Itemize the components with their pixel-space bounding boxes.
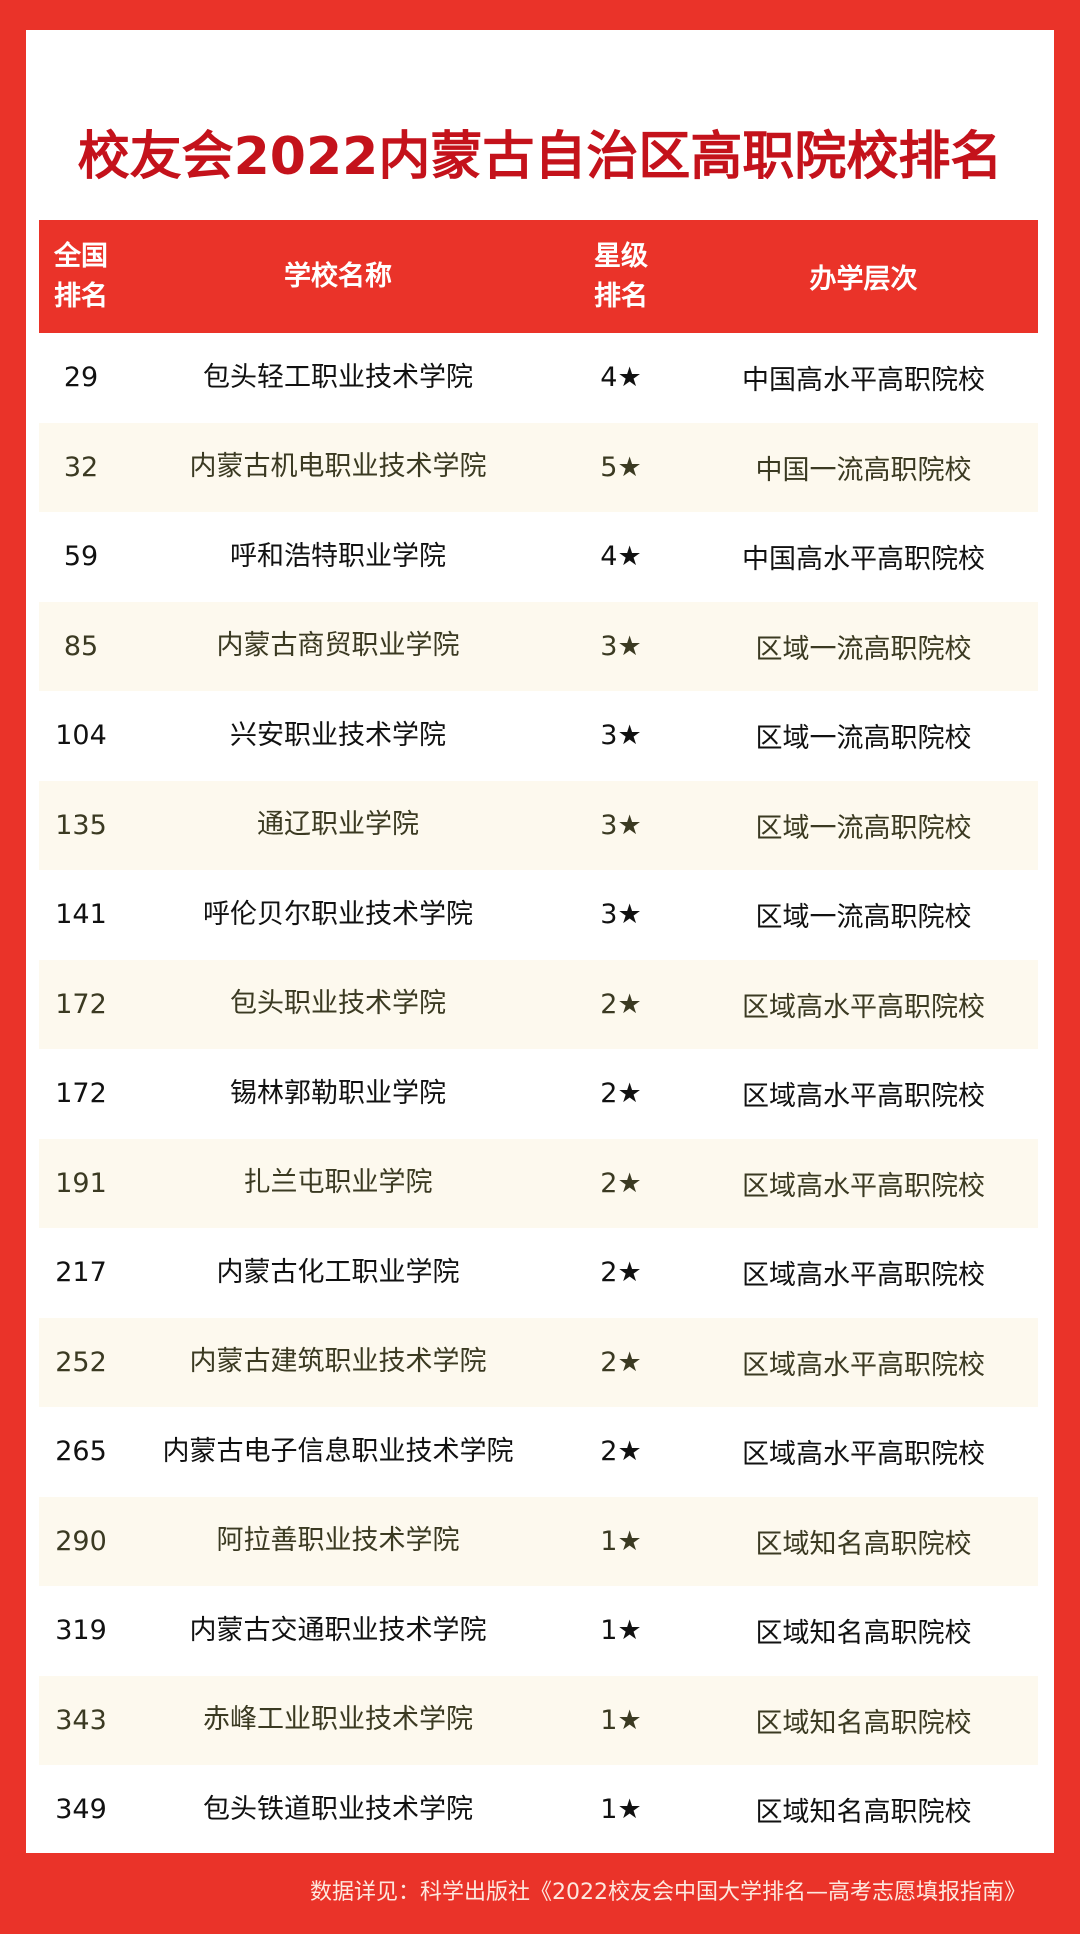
table-row: 265 内蒙古电子信息职业技术学院 2★ 区域高水平高职院校 bbox=[39, 1407, 1038, 1497]
school-name-cell: 扎兰屯职业学院 bbox=[243, 1167, 433, 1199]
star-cell: 5★ bbox=[600, 451, 642, 483]
level-cell: 中国高水平高职院校 bbox=[742, 365, 985, 397]
school-name-cell: 包头职业技术学院 bbox=[230, 988, 446, 1020]
table-row: 191 扎兰屯职业学院 2★ 区域高水平高职院校 bbox=[39, 1138, 1038, 1228]
level-cell: 区域高水平高职院校 bbox=[742, 1260, 985, 1292]
rank-cell: 172 bbox=[55, 1078, 107, 1110]
rank-cell: 349 bbox=[55, 1794, 107, 1826]
star-cell: 1★ bbox=[600, 1615, 642, 1647]
star-cell: 3★ bbox=[600, 630, 642, 662]
school-name-cell: 包头铁道职业技术学院 bbox=[203, 1793, 473, 1825]
rank-cell: 135 bbox=[55, 809, 107, 841]
star-cell: 1★ bbox=[600, 1704, 642, 1736]
school-name-cell: 锡林郭勒职业学院 bbox=[230, 1077, 446, 1109]
star-cell: 1★ bbox=[600, 1794, 642, 1826]
level-cell: 中国高水平高职院校 bbox=[742, 544, 985, 576]
table-row: 343 赤峰工业职业技术学院 1★ 区域知名高职院校 bbox=[39, 1675, 1038, 1765]
header-name: 学校名称 bbox=[284, 260, 392, 292]
star-cell: 2★ bbox=[600, 1436, 642, 1468]
table-row: 32 内蒙古机电职业技术学院 5★ 中国一流高职院校 bbox=[39, 422, 1038, 512]
level-cell: 区域高水平高职院校 bbox=[742, 1439, 985, 1471]
page-title: 校友会2022内蒙古自治区高职院校排名 bbox=[77, 127, 1003, 187]
school-name-cell: 内蒙古交通职业技术学院 bbox=[189, 1614, 487, 1646]
table-row: 172 锡林郭勒职业学院 2★ 区域高水平高职院校 bbox=[39, 1049, 1038, 1139]
ranking-table: 全国 排名 学校名称 星级 排名 办学层次 29 包头轻工职业技术学院 4★ 中国高水平高… bbox=[39, 220, 1038, 1855]
school-name-cell: 内蒙古电子信息职业技术学院 bbox=[162, 1435, 514, 1467]
level-cell: 中国一流高职院校 bbox=[755, 454, 972, 486]
school-name-cell: 通辽职业学院 bbox=[257, 809, 419, 841]
level-cell: 区域知名高职院校 bbox=[755, 1618, 972, 1650]
star-cell: 3★ bbox=[600, 809, 642, 841]
rank-cell: 343 bbox=[55, 1704, 107, 1736]
table-row: 252 内蒙古建筑职业技术学院 2★ 区域高水平高职院校 bbox=[39, 1317, 1038, 1407]
school-name-cell: 赤峰工业职业技术学院 bbox=[203, 1704, 473, 1736]
school-name-cell: 兴安职业技术学院 bbox=[230, 719, 446, 751]
header-star: 星级 排名 bbox=[594, 240, 648, 312]
source-note: 数据详见：科学出版社《2022校友会中国大学排名—高考志愿填报指南》 bbox=[310, 1880, 1026, 1905]
table-row: 172 包头职业技术学院 2★ 区域高水平高职院校 bbox=[39, 959, 1038, 1049]
star-cell: 1★ bbox=[600, 1525, 642, 1557]
school-name-cell: 包头轻工职业技术学院 bbox=[203, 361, 473, 393]
level-cell: 区域高水平高职院校 bbox=[742, 991, 985, 1023]
rank-cell: 265 bbox=[55, 1436, 107, 1468]
rank-cell: 141 bbox=[55, 899, 107, 931]
rank-cell: 59 bbox=[63, 541, 99, 573]
table-row: 290 阿拉善职业技术学院 1★ 区域知名高职院校 bbox=[39, 1496, 1038, 1586]
star-cell: 3★ bbox=[600, 899, 642, 931]
level-cell: 区域一流高职院校 bbox=[755, 902, 972, 934]
level-cell: 区域高水平高职院校 bbox=[742, 1349, 985, 1381]
level-cell: 区域知名高职院校 bbox=[755, 1797, 972, 1829]
school-name-cell: 阿拉善职业技术学院 bbox=[216, 1525, 460, 1557]
star-cell: 4★ bbox=[600, 541, 642, 573]
school-name-cell: 内蒙古商贸职业学院 bbox=[216, 630, 460, 662]
content-panel: 校友会2022内蒙古自治区高职院校排名 全国 排名 学校名称 星级 排名 办学层次 … bbox=[26, 30, 1054, 1853]
table-row: 104 兴安职业技术学院 3★ 区域一流高职院校 bbox=[39, 691, 1038, 781]
star-cell: 2★ bbox=[600, 1167, 642, 1199]
table-header: 全国 排名 学校名称 星级 排名 办学层次 bbox=[39, 220, 1038, 333]
rank-cell: 290 bbox=[55, 1525, 107, 1557]
school-name-cell: 内蒙古建筑职业技术学院 bbox=[189, 1346, 487, 1378]
level-cell: 区域知名高职院校 bbox=[755, 1528, 972, 1560]
star-cell: 2★ bbox=[600, 988, 642, 1020]
table-row: 29 包头轻工职业技术学院 4★ 中国高水平高职院校 bbox=[39, 333, 1038, 423]
table-row: 349 包头铁道职业技术学院 1★ 区域知名高职院校 bbox=[39, 1765, 1038, 1855]
level-cell: 区域高水平高职院校 bbox=[742, 1170, 985, 1202]
table-row: 217 内蒙古化工职业学院 2★ 区域高水平高职院校 bbox=[39, 1228, 1038, 1318]
level-cell: 区域一流高职院校 bbox=[755, 812, 972, 844]
table-row: 85 内蒙古商贸职业学院 3★ 区域一流高职院校 bbox=[39, 601, 1038, 691]
rank-cell: 104 bbox=[55, 720, 107, 752]
rank-cell: 217 bbox=[55, 1257, 107, 1289]
rank-cell: 172 bbox=[55, 988, 107, 1020]
school-name-cell: 呼和浩特职业学院 bbox=[230, 540, 446, 572]
level-cell: 区域知名高职院校 bbox=[755, 1707, 972, 1739]
rank-cell: 32 bbox=[63, 451, 99, 483]
level-cell: 区域高水平高职院校 bbox=[742, 1081, 985, 1113]
table-row: 135 通辽职业学院 3★ 区域一流高职院校 bbox=[39, 780, 1038, 870]
school-name-cell: 内蒙古化工职业学院 bbox=[216, 1256, 460, 1288]
star-cell: 2★ bbox=[600, 1257, 642, 1289]
table-row: 141 呼伦贝尔职业技术学院 3★ 区域一流高职院校 bbox=[39, 870, 1038, 960]
school-name-cell: 呼伦贝尔职业技术学院 bbox=[203, 898, 473, 930]
star-cell: 2★ bbox=[600, 1078, 642, 1110]
table-body: 29 包头轻工职业技术学院 4★ 中国高水平高职院校 32 内蒙古机电职业技术学院 5★ 中国… bbox=[39, 333, 1038, 1855]
star-cell: 3★ bbox=[600, 720, 642, 752]
rank-cell: 29 bbox=[63, 362, 99, 394]
header-rank: 全国 排名 bbox=[54, 240, 108, 312]
rank-cell: 85 bbox=[63, 630, 99, 662]
star-cell: 2★ bbox=[600, 1346, 642, 1378]
rank-cell: 191 bbox=[55, 1167, 107, 1199]
level-cell: 区域一流高职院校 bbox=[755, 723, 972, 755]
rank-cell: 319 bbox=[55, 1615, 107, 1647]
header-level: 办学层次 bbox=[809, 264, 918, 295]
school-name-cell: 内蒙古机电职业技术学院 bbox=[189, 451, 487, 483]
rank-cell: 252 bbox=[55, 1346, 107, 1378]
table-row: 319 内蒙古交通职业技术学院 1★ 区域知名高职院校 bbox=[39, 1586, 1038, 1676]
star-cell: 4★ bbox=[600, 362, 642, 394]
level-cell: 区域一流高职院校 bbox=[755, 633, 972, 665]
table-row: 59 呼和浩特职业学院 4★ 中国高水平高职院校 bbox=[39, 512, 1038, 602]
